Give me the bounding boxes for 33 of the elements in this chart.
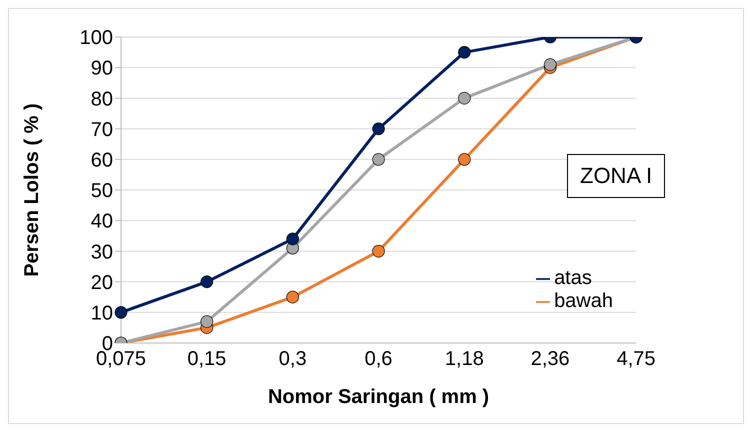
y-tick-label: 60 [90, 150, 113, 172]
point [372, 122, 385, 136]
x-tick-label: 2,36 [530, 348, 570, 370]
legend-label: bawah [554, 290, 613, 312]
point [200, 276, 214, 288]
point [372, 153, 385, 166]
point [372, 244, 385, 258]
y-tick-label: 10 [90, 302, 113, 324]
y-axis-title: Persen Lolos ( % ) [21, 103, 44, 277]
y-tick-label: 70 [90, 118, 113, 141]
point [200, 315, 214, 328]
x-tick-label: 0,6 [364, 348, 392, 370]
point [458, 92, 471, 104]
y-tick-label: 100 [80, 27, 113, 50]
point [286, 232, 299, 246]
y-tick-label: 20 [90, 272, 113, 294]
point [286, 290, 299, 304]
point [544, 58, 557, 71]
x-tick-label: 1,18 [444, 348, 484, 370]
annotation: ZONA I [567, 154, 666, 198]
legend-label: atas [554, 267, 592, 289]
y-tick-label: 40 [90, 210, 113, 233]
x-tick-label: 4,75 [616, 348, 656, 370]
x-tick-label: 0,15 [187, 348, 226, 370]
y-tick-label: 90 [90, 58, 113, 80]
point [458, 46, 471, 59]
x-axis-title: Nomor Saringan ( mm ) [268, 386, 490, 408]
y-tick-label: 30 [90, 241, 113, 264]
y-tick-label: 50 [90, 180, 113, 202]
x-tick-label: 0,3 [278, 348, 307, 370]
y-tick-label: 80 [90, 88, 113, 110]
point [458, 153, 471, 166]
point [114, 306, 128, 319]
